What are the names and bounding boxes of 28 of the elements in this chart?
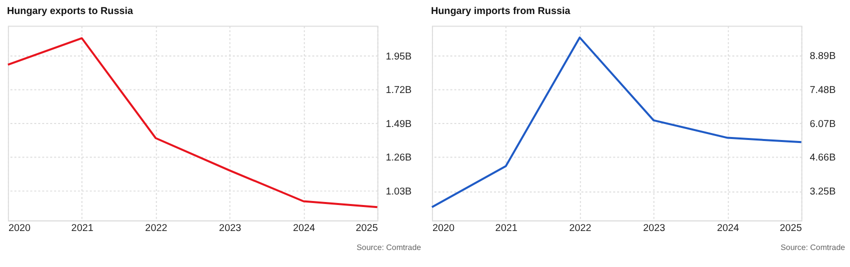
y-tick-label: 1.95B xyxy=(386,51,412,62)
chart-title: Hungary exports to Russia xyxy=(6,6,134,17)
y-tick-label: 8.89B xyxy=(810,51,836,62)
x-tick-label: 2025 xyxy=(356,222,378,234)
chart-title: Hungary imports from Russia xyxy=(430,6,571,17)
x-tick-label: 2022 xyxy=(569,222,592,234)
x-tick-label: 2020 xyxy=(432,222,455,234)
x-tick-label: 2024 xyxy=(716,222,740,234)
line-series xyxy=(6,37,378,208)
line-series xyxy=(430,36,802,208)
x-tick-label: 2024 xyxy=(292,222,316,234)
y-tick-label: 1.49B xyxy=(386,118,412,130)
y-tick-label: 1.72B xyxy=(386,85,412,96)
x-tick-label: 2020 xyxy=(8,222,31,234)
x-tick-label: 2023 xyxy=(219,222,242,234)
y-tick-label: 3.25B xyxy=(810,186,836,198)
x-tick-label: 2025 xyxy=(780,222,802,234)
y-tick-label: 1.26B xyxy=(386,152,412,164)
source-note: Source: Comtrade xyxy=(780,243,846,252)
source-note: Source: Comtrade xyxy=(356,243,422,252)
x-tick-label: 2022 xyxy=(145,222,168,234)
x-tick-label: 2021 xyxy=(495,222,518,234)
y-tick-label: 6.07B xyxy=(810,118,836,130)
x-tick-label: 2021 xyxy=(71,222,94,234)
y-tick-label: 7.48B xyxy=(810,85,836,96)
y-tick-label: 1.03B xyxy=(386,186,412,198)
y-tick-label: 4.66B xyxy=(810,152,836,164)
x-tick-label: 2023 xyxy=(643,222,666,234)
